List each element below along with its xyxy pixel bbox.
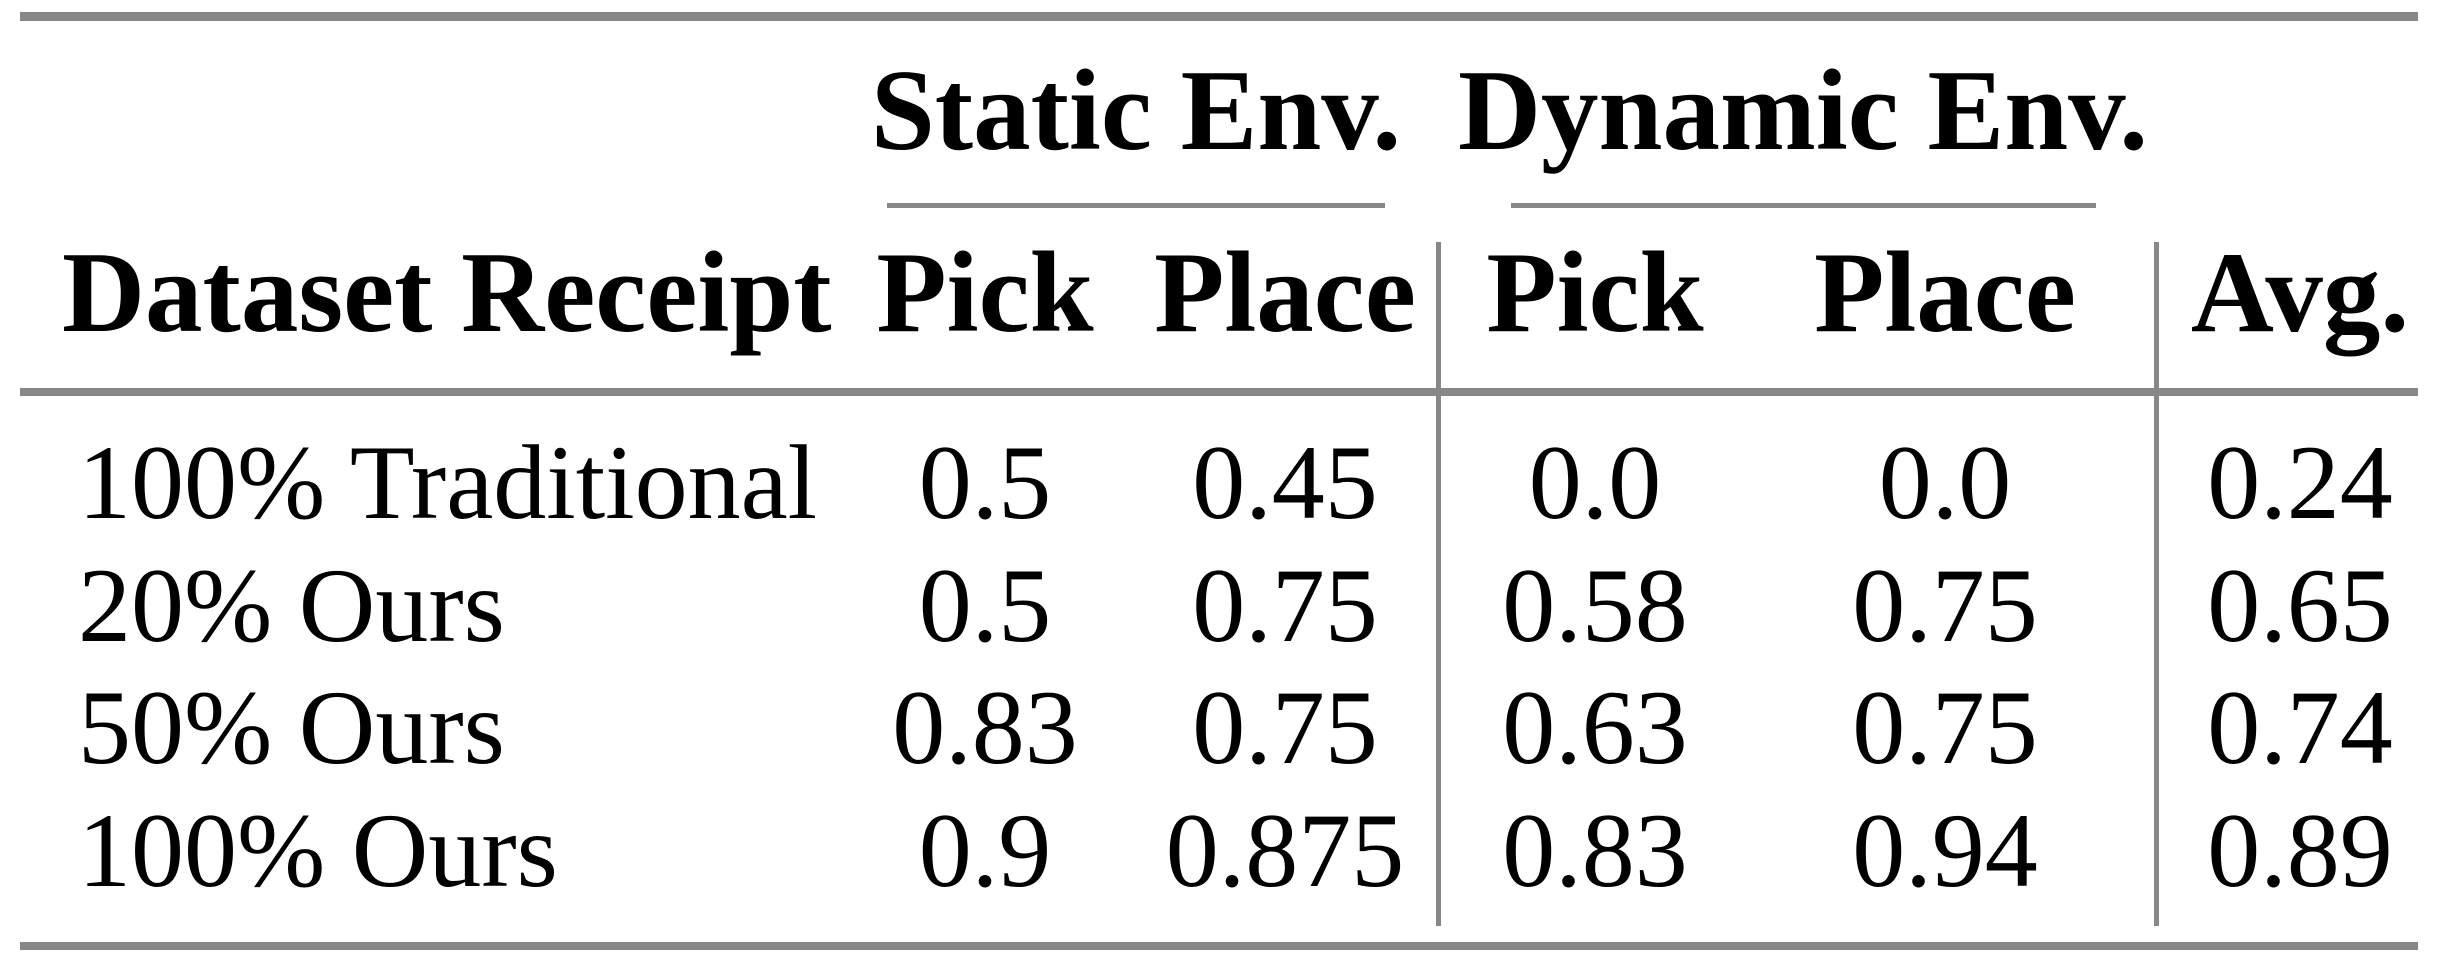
row-label: 20% Ours: [78, 547, 505, 664]
table-cell: 0.75: [1852, 547, 2038, 664]
table-cell: 0.63: [1502, 669, 1688, 786]
bottom-rule: [20, 942, 2418, 950]
column-group-dynamic-env: Dynamic Env.: [1457, 47, 2149, 174]
table-cell: 0.83: [892, 669, 1078, 786]
table-cell: 0.45: [1192, 424, 1378, 541]
static-env-underline-rule: [887, 203, 1385, 208]
table-cell: 0.5: [918, 424, 1052, 541]
column-group-static-env: Static Env.: [870, 47, 1402, 174]
table-cell: 0.875: [1165, 792, 1405, 909]
vertical-rule-static-dynamic: [1436, 242, 1441, 926]
header-separator-rule: [20, 388, 2418, 396]
dynamic-env-underline-rule: [1511, 203, 2096, 208]
row-label: 100% Traditional: [78, 424, 818, 541]
table-cell: 0.89: [2207, 792, 2393, 909]
table-cell: 0.75: [1852, 669, 2038, 786]
table-cell: 0.24: [2207, 424, 2393, 541]
table-cell: 0.5: [918, 547, 1052, 664]
vertical-rule-dynamic-avg: [2154, 242, 2159, 926]
header-dynamic-place: Place: [1814, 229, 2076, 356]
header-dataset-receipt: Dataset Receipt: [62, 229, 832, 356]
table-cell: 0.0: [1878, 424, 2012, 541]
header-dynamic-pick: Pick: [1486, 229, 1704, 356]
table-cell: 0.9: [918, 792, 1052, 909]
header-static-place: Place: [1154, 229, 1416, 356]
table-cell: 0.94: [1852, 792, 2038, 909]
header-static-pick: Pick: [876, 229, 1094, 356]
table-cell: 0.58: [1502, 547, 1688, 664]
table-cell: 0.65: [2207, 547, 2393, 664]
table-cell: 0.75: [1192, 547, 1378, 664]
table-cell: 0.75: [1192, 669, 1378, 786]
table-cell: 0.0: [1528, 424, 1662, 541]
table-cell: 0.74: [2207, 669, 2393, 786]
table-cell: 0.83: [1502, 792, 1688, 909]
row-label: 50% Ours: [78, 669, 505, 786]
row-label: 100% Ours: [78, 792, 558, 909]
top-rule: [20, 12, 2418, 21]
header-avg: Avg.: [2190, 229, 2410, 356]
